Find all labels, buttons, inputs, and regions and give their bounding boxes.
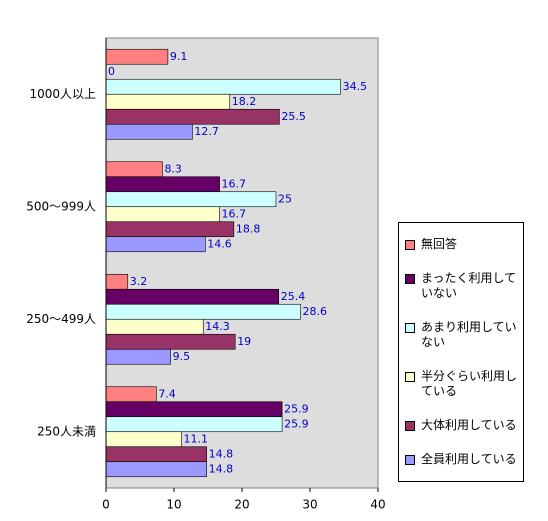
value-label: 25.5 [281, 110, 306, 123]
x-tick-label: 0 [102, 498, 110, 512]
value-label: 28.6 [302, 305, 327, 318]
legend-entry: 大体利用している [405, 418, 519, 433]
bar [105, 78, 341, 95]
bar [105, 161, 163, 178]
legend-entry: 無回答 [405, 237, 519, 252]
bar [105, 221, 235, 238]
value-label: 14.8 [209, 462, 234, 475]
value-label: 7.4 [158, 387, 176, 400]
bar [105, 461, 207, 478]
bar [105, 236, 206, 253]
bar [105, 431, 182, 448]
legend-label: 無回答 [421, 236, 458, 251]
bar [105, 318, 204, 335]
value-label: 3.2 [130, 275, 148, 288]
bar [105, 401, 283, 418]
y-tick-label: 250～499人 [26, 312, 96, 326]
bar [105, 386, 157, 403]
bar [105, 123, 193, 140]
bar [105, 176, 220, 193]
x-tick-label: 40 [370, 498, 385, 512]
legend-swatch [405, 322, 415, 333]
value-label: 19 [237, 335, 251, 348]
value-label: 16.7 [222, 177, 247, 190]
legend-label: 半分ぐらい利用している [421, 369, 518, 399]
legend-entry: あまり利用していない [405, 320, 519, 350]
y-tick-label: 1000人以上 [29, 87, 96, 101]
legend: 無回答まったく利用していない あまり利用していない 半分ぐらい利用している大体利用し… [398, 222, 524, 482]
bar [105, 108, 280, 125]
bar [105, 288, 280, 305]
bar [105, 416, 283, 433]
bar [105, 333, 236, 350]
bar [105, 93, 231, 110]
value-label: 25.4 [281, 290, 306, 303]
value-label: 9.5 [173, 350, 191, 363]
legend-label: 全員利用している [421, 452, 517, 467]
legend-swatch [405, 239, 415, 250]
value-label: 14.6 [207, 237, 232, 250]
value-label: 18.2 [232, 95, 257, 108]
x-tick-label: 20 [234, 498, 249, 512]
bar [105, 446, 207, 463]
bar [105, 48, 169, 65]
value-label: 18.8 [236, 222, 261, 235]
x-tick-label: 30 [302, 498, 317, 512]
bar [105, 206, 220, 223]
y-tick-label: 500～999人 [26, 199, 96, 213]
value-label: 34.5 [343, 80, 368, 93]
legend-swatch [405, 372, 415, 383]
value-label: 11.1 [183, 432, 208, 445]
legend-entry: 全員利用している [405, 452, 519, 467]
x-tick-label: 10 [166, 498, 181, 512]
bar [105, 191, 277, 208]
value-label: 14.8 [209, 447, 234, 460]
value-label: 9.1 [170, 50, 188, 63]
value-label: 8.3 [164, 162, 182, 175]
bar [105, 348, 171, 365]
legend-swatch [405, 421, 415, 432]
legend-entry: まったく利用していない [405, 271, 519, 301]
bar [105, 303, 301, 320]
value-label: 25 [278, 192, 292, 205]
value-label: 0 [108, 65, 115, 78]
y-tick-label: 250人未満 [37, 424, 96, 438]
legend-label: あまり利用していない [421, 319, 517, 349]
value-label: 25.9 [284, 402, 309, 415]
legend-label: まったく利用していない [421, 270, 517, 300]
bar [105, 273, 129, 290]
value-label: 14.3 [205, 320, 230, 333]
value-label: 12.7 [194, 125, 219, 138]
legend-swatch [405, 455, 415, 466]
legend-label: 大体利用している [421, 418, 517, 433]
value-label: 16.7 [222, 207, 247, 220]
legend-swatch [405, 273, 415, 284]
value-label: 25.9 [284, 417, 309, 430]
legend-entry: 半分ぐらい利用している [405, 369, 519, 399]
